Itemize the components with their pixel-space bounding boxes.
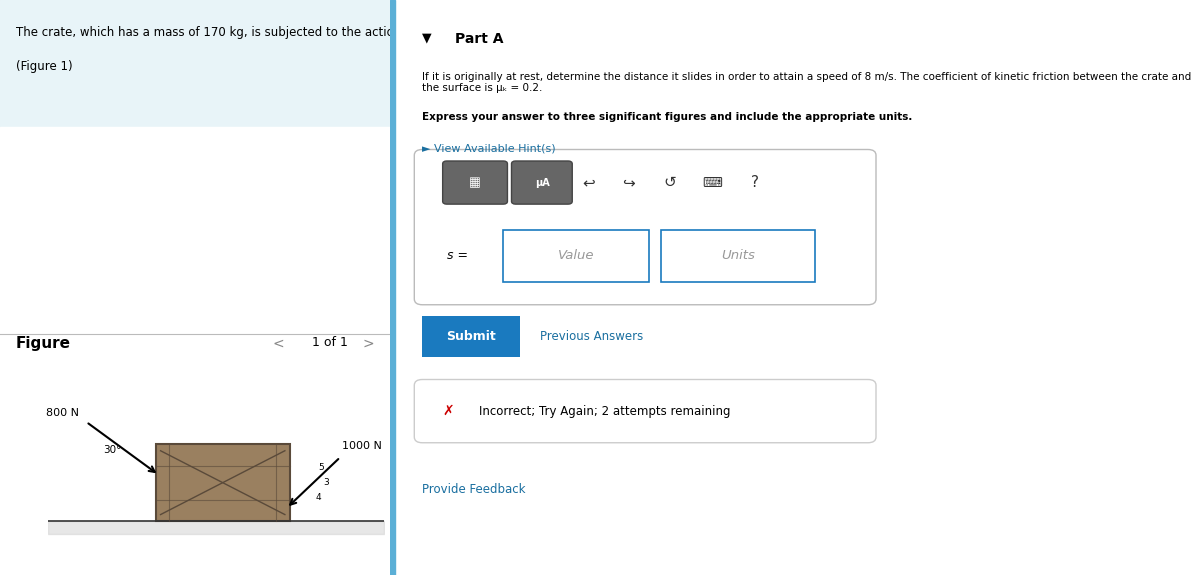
- Text: ?: ?: [750, 175, 758, 190]
- Text: 1 of 1: 1 of 1: [312, 336, 348, 350]
- FancyBboxPatch shape: [443, 161, 508, 204]
- Text: 800 N: 800 N: [47, 408, 79, 417]
- Text: Incorrect; Try Again; 2 attempts remaining: Incorrect; Try Again; 2 attempts remaini…: [479, 405, 731, 417]
- Bar: [0, 126, 390, 575]
- FancyBboxPatch shape: [414, 150, 876, 305]
- Text: 1000 N: 1000 N: [342, 441, 382, 451]
- Text: μA: μA: [535, 178, 550, 188]
- Text: Previous Answers: Previous Answers: [540, 330, 643, 343]
- Text: 30°: 30°: [103, 445, 121, 455]
- Text: Part A: Part A: [455, 32, 503, 45]
- Text: Figure: Figure: [16, 336, 71, 351]
- Text: ▼: ▼: [422, 32, 432, 45]
- Text: Units: Units: [721, 250, 755, 262]
- Text: ↺: ↺: [664, 175, 676, 190]
- Text: The crate, which has a mass of 170 kg, is subjected to the action of the two for: The crate, which has a mass of 170 kg, i…: [16, 26, 508, 39]
- Text: Provide Feedback: Provide Feedback: [422, 483, 526, 496]
- Text: <: <: [274, 336, 284, 350]
- Text: s =: s =: [446, 250, 468, 262]
- Text: 3: 3: [324, 478, 329, 487]
- Text: Value: Value: [558, 250, 594, 262]
- FancyBboxPatch shape: [414, 380, 876, 443]
- Bar: [156, 444, 290, 521]
- Text: If it is originally at rest, determine the distance it slides in order to attain: If it is originally at rest, determine t…: [422, 72, 1192, 94]
- Text: Express your answer to three significant figures and include the appropriate uni: Express your answer to three significant…: [422, 112, 913, 122]
- Text: 4: 4: [316, 493, 320, 501]
- Text: (Figure 1): (Figure 1): [16, 60, 72, 74]
- FancyBboxPatch shape: [511, 161, 572, 204]
- Text: 5: 5: [318, 463, 324, 472]
- Text: Submit: Submit: [446, 330, 496, 343]
- Bar: [504, 230, 649, 282]
- Text: ↪: ↪: [623, 175, 635, 190]
- Bar: [661, 230, 815, 282]
- Text: ✗: ✗: [443, 404, 455, 418]
- Text: ↩: ↩: [582, 175, 595, 190]
- Text: ▦: ▦: [469, 177, 481, 189]
- Bar: [390, 0, 395, 575]
- Text: >: >: [362, 336, 374, 350]
- Text: ⌨: ⌨: [702, 176, 722, 190]
- Bar: [422, 316, 520, 356]
- Text: ► View Available Hint(s): ► View Available Hint(s): [422, 144, 556, 154]
- Bar: [0, 0, 390, 126]
